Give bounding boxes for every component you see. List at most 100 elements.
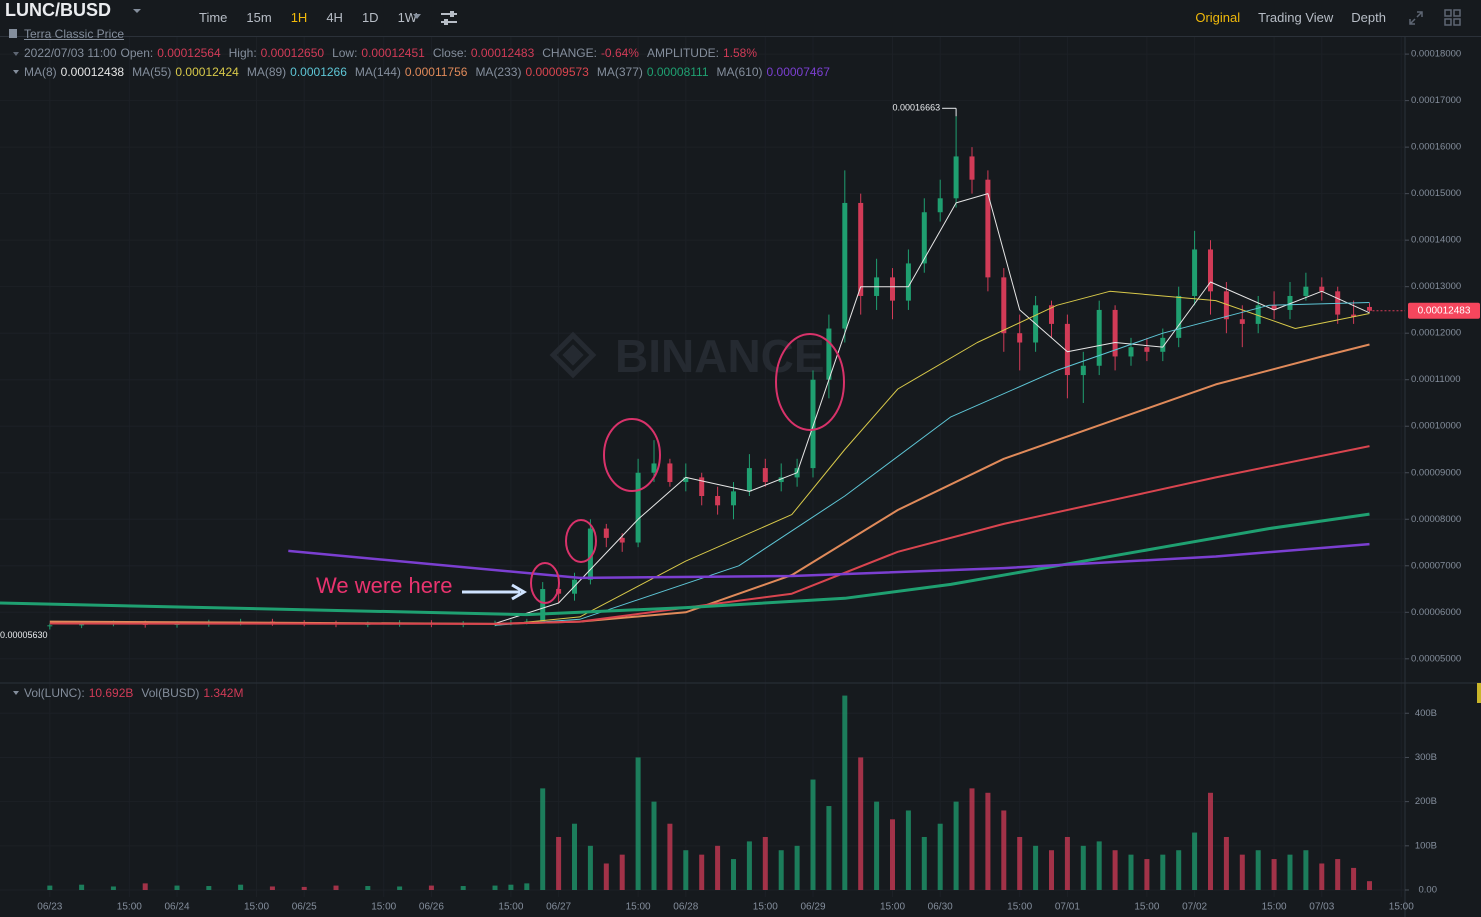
- last-price-tag: [1408, 302, 1480, 319]
- candle-body: [1176, 295, 1182, 338]
- volume-bar: [1017, 836, 1023, 890]
- volume-bar: [858, 757, 864, 890]
- doc-icon: [9, 29, 17, 38]
- volume-bar: [47, 885, 53, 890]
- x-tick-label: 07/03: [1309, 902, 1334, 913]
- info-label: Low:: [332, 46, 358, 60]
- volume-bar: [794, 845, 800, 890]
- view-tab[interactable]: Depth: [1351, 10, 1386, 25]
- watermark: BINANCE: [549, 330, 825, 382]
- ma-value: 0.00008111: [646, 65, 709, 79]
- volume-bar: [1112, 850, 1118, 890]
- view-tab[interactable]: Trading View: [1258, 10, 1334, 25]
- candle-body: [1144, 347, 1150, 352]
- ma-label: MA(233): [475, 65, 522, 79]
- volume-bar: [1223, 836, 1229, 890]
- volume-bar: [238, 884, 244, 890]
- view-tab[interactable]: Original: [1195, 10, 1241, 25]
- collapse-icon[interactable]: [12, 689, 20, 697]
- candle-body: [715, 496, 721, 506]
- volume-bar: [1080, 845, 1086, 890]
- y-tick-label: 0.00008000: [1411, 514, 1461, 525]
- candle-body: [1351, 314, 1357, 317]
- ma-line: [49, 445, 1370, 625]
- ma-label: MA(89): [246, 65, 287, 79]
- candle-body: [985, 179, 991, 278]
- candle-body: [842, 202, 848, 329]
- y-tick-label: 0.00011000: [1411, 374, 1461, 385]
- info-label: Open:: [120, 46, 154, 60]
- annotation-text: We were here: [316, 573, 453, 598]
- y-tick-label: 0.00007000: [1411, 560, 1461, 571]
- volume-label: Vol(BUSD): [141, 686, 200, 700]
- x-tick-label: 15:00: [117, 902, 142, 913]
- collapse-icon[interactable]: [12, 68, 20, 76]
- interval-tab[interactable]: 1D: [361, 10, 379, 25]
- volume-bar: [110, 886, 116, 890]
- volume-bar: [1048, 850, 1054, 890]
- volume-bar: [1366, 881, 1372, 890]
- candle-body: [905, 263, 911, 301]
- interval-tab[interactable]: 1H: [290, 10, 308, 25]
- volume-bar: [667, 823, 673, 890]
- highlight-circle: [775, 333, 845, 431]
- y-tick-label: 0.00018000: [1411, 49, 1461, 60]
- interval-tab[interactable]: 1W: [397, 10, 418, 25]
- annotations: [462, 333, 845, 604]
- y-tick-label: 0.00014000: [1411, 235, 1461, 246]
- volume-bar: [333, 885, 339, 890]
- arrow-head: [511, 583, 527, 601]
- candle-body: [953, 156, 959, 199]
- settings-icon[interactable]: [440, 10, 458, 26]
- volume-bar: [79, 884, 85, 890]
- info-label: CHANGE:: [542, 46, 597, 60]
- volume-bar: [746, 841, 752, 890]
- interval-tab[interactable]: Time: [199, 10, 228, 25]
- fullscreen-icon[interactable]: [1408, 10, 1424, 26]
- volume-bar: [508, 884, 514, 890]
- volume-bar: [269, 886, 275, 890]
- candle-body: [1319, 286, 1325, 292]
- candle-body: [1255, 305, 1261, 324]
- symbol[interactable]: LUNC/BUSD: [5, 0, 111, 20]
- x-tick-label: 15:00: [1262, 902, 1287, 913]
- volume-bar: [1287, 854, 1293, 890]
- ma-label: MA(55): [132, 65, 172, 79]
- collapse-icon[interactable]: [12, 49, 20, 57]
- volume-bar: [890, 819, 896, 890]
- candle-body: [1064, 323, 1070, 376]
- volume-tick-label: 100B: [1415, 840, 1437, 851]
- highlight-circle: [603, 418, 661, 492]
- x-tick-label: 15:00: [1134, 902, 1159, 913]
- ma-value: 0.00009573: [525, 65, 589, 79]
- volume-bar: [1033, 845, 1039, 890]
- volume-bar: [1001, 810, 1007, 890]
- volume-bar: [301, 886, 307, 890]
- candle-body: [1096, 309, 1102, 366]
- max-label: 0.00016663: [893, 103, 941, 113]
- interval-tab[interactable]: 4H: [326, 10, 343, 25]
- ma-value: 0.0001266: [290, 65, 347, 79]
- layout-icon[interactable]: [1444, 9, 1462, 27]
- volume-bar: [635, 757, 641, 890]
- x-tick-label: 15:00: [880, 902, 905, 913]
- highlight-circle: [530, 562, 560, 604]
- interval-tab[interactable]: 15m: [246, 10, 272, 25]
- volume-tick-label: 200B: [1415, 796, 1437, 807]
- volume-bar: [1160, 854, 1166, 890]
- volume-value: 10.692B: [88, 686, 134, 700]
- candle-body: [603, 528, 609, 538]
- x-tick-label: 15:00: [753, 902, 778, 913]
- candle-body: [1160, 337, 1166, 352]
- x-tick-label: 15:00: [626, 902, 651, 913]
- interval-dropdown[interactable]: [412, 13, 422, 21]
- volume-info: Vol(LUNC): 10.692B Vol(BUSD) 1.342M: [12, 686, 247, 700]
- volume-bar: [1335, 859, 1341, 890]
- subtitle[interactable]: Terra Classic Price: [24, 27, 125, 41]
- x-tick-label: 15:00: [1389, 902, 1414, 913]
- symbol-dropdown[interactable]: [132, 7, 142, 15]
- volume-bar: [619, 854, 625, 890]
- candle-body: [1271, 305, 1277, 310]
- volume-bar: [365, 886, 371, 890]
